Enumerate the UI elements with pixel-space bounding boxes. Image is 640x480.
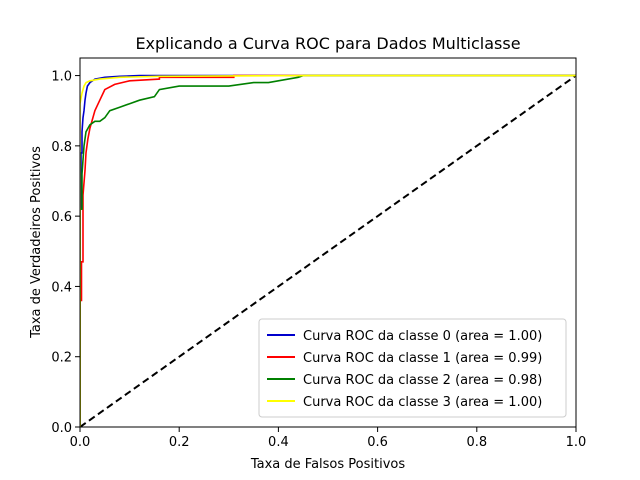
roc-curve-class-1: [80, 74, 576, 427]
roc-curve-class-0: [80, 74, 576, 427]
y-tick-label: 0.6: [51, 210, 72, 225]
reference-diagonal-line: [80, 74, 576, 427]
x-tick-label: 0.0: [70, 435, 91, 450]
x-axis-title: Taxa de Falsos Positivos: [250, 457, 405, 472]
y-axis-title: Taxa de Verdadeiros Positivos: [29, 146, 44, 339]
x-tick-label: 1.0: [566, 435, 587, 450]
legend: Curva ROC da classe 0 (area = 1.00) Curva…: [258, 318, 567, 418]
plot-area: [80, 74, 576, 427]
axes: 0.0 0.2 0.4 0.6 0.8 1.0 0.0 0.2 0.4 0.6 0.8 1.0: [51, 57, 587, 450]
legend-label-class-2: Curva ROC da classe 2 (area = 0.98): [303, 373, 542, 388]
roc-curve-class-2: [80, 74, 576, 427]
x-tick-label: 0.4: [268, 435, 289, 450]
x-tick-label: 0.8: [466, 435, 487, 450]
axes-frame: [79, 57, 577, 428]
chart-title: Explicando a Curva ROC para Dados Multic…: [135, 34, 520, 53]
legend-label-class-0: Curva ROC da classe 0 (area = 1.00): [303, 329, 542, 344]
legend-label-class-1: Curva ROC da classe 1 (area = 0.99): [303, 351, 542, 366]
y-tick-label: 0.8: [51, 140, 72, 155]
y-tick-label: 0.4: [51, 280, 72, 295]
y-tick-label: 0.2: [51, 351, 72, 366]
legend-box: [258, 318, 567, 418]
x-tick-label: 0.6: [367, 435, 388, 450]
y-tick-label: 1.0: [51, 70, 72, 85]
y-tick-label: 0.0: [51, 421, 72, 436]
x-tick-label: 0.2: [169, 435, 190, 450]
legend-label-class-3: Curva ROC da classe 3 (area = 1.00): [303, 395, 542, 410]
roc-curve-class-3: [80, 74, 576, 427]
